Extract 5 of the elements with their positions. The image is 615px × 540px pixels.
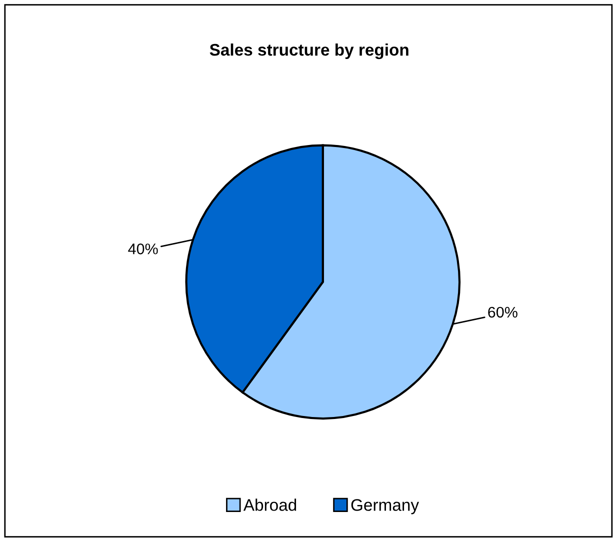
legend-label: Germany <box>351 499 419 514</box>
chart-title: Sales structure by region <box>210 43 408 60</box>
legend-label: Abroad <box>243 498 296 511</box>
data-label: 60% <box>488 306 518 318</box>
data-label: 40% <box>128 244 158 254</box>
